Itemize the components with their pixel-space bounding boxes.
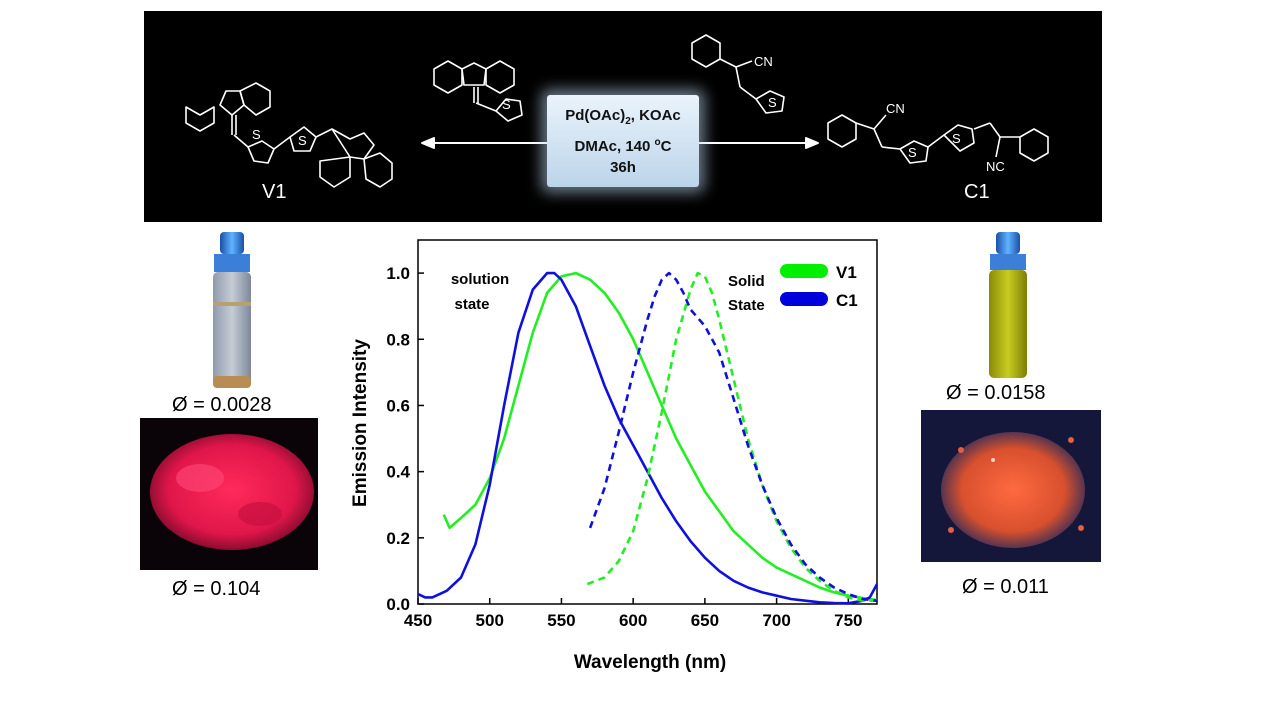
- v1-solid-qy: Ø = 0.104: [172, 578, 261, 600]
- x-tick-label: 500: [476, 611, 504, 630]
- y-tick-label: 1.0: [386, 264, 410, 283]
- conditions-line-3: 36h: [610, 158, 636, 176]
- c1-solution-qy: Ø = 0.0158: [946, 382, 1046, 404]
- c1-solution-vial-photo: [989, 232, 1027, 378]
- v1-solid-powder-photo: [140, 418, 318, 570]
- legend-label-c1: C1: [836, 291, 858, 310]
- conditions-line-1: Pd(OAc)2, KOAc: [565, 106, 681, 127]
- atom-cn-c1: CN: [886, 101, 905, 116]
- legend-label-v1: V1: [836, 263, 857, 282]
- atom-cn-reagent: CN: [754, 54, 773, 69]
- c1-solid-qy: Ø = 0.011: [962, 576, 1049, 598]
- emission-chart: 450 500 550 600 650 700 750 0.0 0.2 0.4 0.6 0.8 1.0…: [350, 239, 879, 673]
- scheme-drawing: S S S CN S CN S S NC: [185, 34, 1049, 188]
- series-line-c1-solid: [588, 271, 878, 602]
- v1-solution-vial-photo: [213, 232, 251, 388]
- c1-solid-powder-photo: [921, 410, 1101, 562]
- compound-label-v1: V1: [262, 181, 287, 203]
- y-tick-label: 0.4: [386, 463, 410, 482]
- atom-s-c1-a: S: [908, 145, 917, 160]
- x-tick-label: 450: [404, 611, 432, 630]
- fluorene-reagent-structure: [433, 60, 523, 122]
- solution-annotation-line2: state: [454, 296, 489, 313]
- compound-label-c1: C1: [964, 181, 990, 203]
- x-axis-label: Wavelength (nm): [574, 652, 726, 673]
- v1-solution-qy: Ø = 0.0028: [172, 394, 272, 416]
- conditions-box: Pd(OAc)2, KOAc DMAc, 140 oC 36h: [547, 95, 699, 187]
- atom-s-reagent-fl: S: [502, 97, 511, 112]
- atom-s-v1-b: S: [298, 133, 307, 148]
- solution-annotation-line1: solution: [451, 271, 509, 288]
- legend-swatch-v1: [780, 264, 828, 278]
- x-tick-label: 600: [619, 611, 647, 630]
- series-line-v1-solution: [442, 271, 878, 602]
- atom-nc-c1: NC: [986, 159, 1005, 174]
- series-line-v1-solid: [586, 271, 877, 603]
- legend: V1 C1: [780, 263, 858, 310]
- c1-structure: [827, 114, 1049, 164]
- conditions-line-2: DMAc, 140 oC: [574, 136, 672, 155]
- series-line-c1-solution: [417, 271, 879, 605]
- x-tick-label: 700: [762, 611, 790, 630]
- solid-annotation-line2: State: [728, 297, 765, 314]
- y-tick-label: 0.6: [386, 396, 410, 415]
- atom-s-c1-b: S: [952, 131, 961, 146]
- solid-annotation-line1: Solid: [728, 273, 765, 290]
- reaction-scheme: S S S CN S CN S S NC Pd(OAc)2, KOAc DMAc…: [144, 11, 1102, 222]
- y-axis-label: Emission Intensity: [350, 339, 371, 507]
- y-tick-label: 0.8: [386, 330, 410, 349]
- x-tick-label: 750: [834, 611, 862, 630]
- x-tick-label: 650: [691, 611, 719, 630]
- x-axis: 450 500 550 600 650 700 750: [404, 598, 863, 630]
- y-tick-label: 0.0: [386, 595, 410, 614]
- atom-s-v1-a: S: [252, 127, 261, 142]
- x-tick-label: 550: [547, 611, 575, 630]
- y-axis: 0.0 0.2 0.4 0.6 0.8 1.0: [386, 264, 424, 614]
- series-layer: [417, 271, 879, 605]
- atom-s-reagent-cn: S: [768, 95, 777, 110]
- y-tick-label: 0.2: [386, 529, 410, 548]
- v1-structure: [185, 82, 393, 188]
- cyano-reagent-structure: [691, 34, 785, 114]
- legend-swatch-c1: [780, 292, 828, 306]
